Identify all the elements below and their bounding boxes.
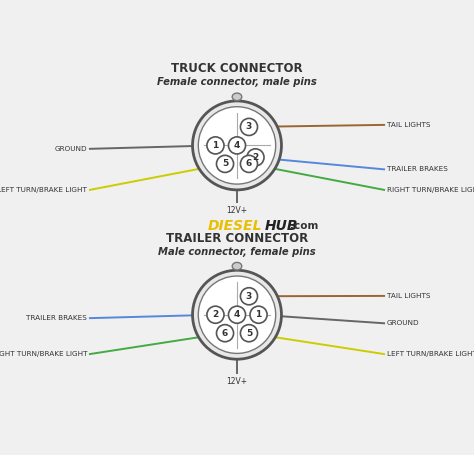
Circle shape [217,325,234,342]
Circle shape [228,137,246,154]
Text: 3: 3 [246,122,252,131]
Text: LEFT TURN/BRAKE LIGHT: LEFT TURN/BRAKE LIGHT [0,187,87,193]
Text: 1: 1 [255,310,262,319]
Text: 6: 6 [246,159,252,168]
Ellipse shape [232,93,242,101]
Text: TRAILER CONNECTOR: TRAILER CONNECTOR [166,232,308,245]
Circle shape [250,306,267,323]
Circle shape [247,149,264,166]
Text: GROUND: GROUND [387,320,419,326]
Text: RIGHT TURN/BRAKE LIGHT: RIGHT TURN/BRAKE LIGHT [0,351,87,357]
Circle shape [192,101,282,190]
Circle shape [240,118,257,136]
Text: GROUND: GROUND [55,146,87,152]
Text: RIGHT TURN/BRAKE LIGHT: RIGHT TURN/BRAKE LIGHT [387,187,474,193]
Circle shape [228,306,246,323]
Circle shape [217,155,234,172]
Text: TAIL LIGHTS: TAIL LIGHTS [387,122,430,128]
Circle shape [240,155,257,172]
Text: 5: 5 [222,159,228,168]
Circle shape [240,288,257,305]
Circle shape [207,137,224,154]
Text: 1: 1 [212,141,219,150]
Text: 12V+: 12V+ [227,206,247,215]
Circle shape [207,306,224,323]
Text: Male connector, female pins: Male connector, female pins [158,247,316,257]
Circle shape [192,270,282,359]
Text: TAIL LIGHTS: TAIL LIGHTS [387,293,430,299]
Text: TRAILER BRAKES: TRAILER BRAKES [26,315,87,321]
Text: 4: 4 [234,141,240,150]
Circle shape [198,276,276,354]
Text: DIESEL: DIESEL [208,219,263,233]
Ellipse shape [232,263,242,270]
Circle shape [198,107,276,184]
Text: Female connector, male pins: Female connector, male pins [157,77,317,87]
Text: 4: 4 [234,310,240,319]
Text: TRUCK CONNECTOR: TRUCK CONNECTOR [171,62,303,75]
Text: HUB: HUB [265,219,299,233]
Text: 2: 2 [252,153,259,162]
Text: LEFT TURN/BRAKE LIGHT: LEFT TURN/BRAKE LIGHT [387,351,474,357]
Circle shape [240,325,257,342]
Text: TRAILER BRAKES: TRAILER BRAKES [387,167,448,172]
Text: 12V+: 12V+ [227,377,247,386]
Text: 2: 2 [212,310,219,319]
Text: 6: 6 [222,329,228,338]
Text: .com: .com [290,221,319,231]
Text: 3: 3 [246,292,252,301]
Text: 5: 5 [246,329,252,338]
